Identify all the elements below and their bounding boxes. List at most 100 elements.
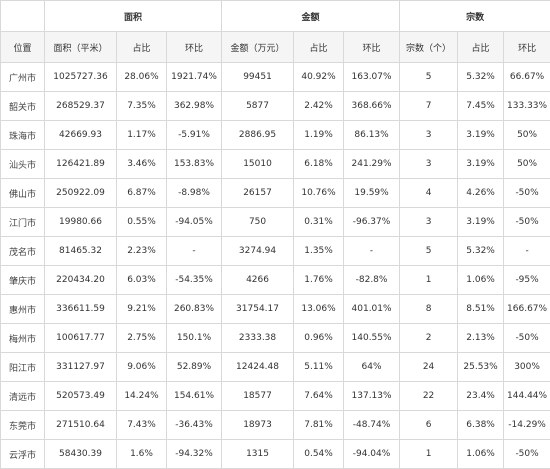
area-cell: 336611.59 xyxy=(45,295,117,324)
count-mom-cell: -14.29% xyxy=(504,411,550,440)
area-cell: 250922.09 xyxy=(45,179,117,208)
amount-cell: 15010 xyxy=(222,150,294,179)
count-cell: 3 xyxy=(400,121,458,150)
area-cell: 42669.93 xyxy=(45,121,117,150)
area-mom-cell: -94.32% xyxy=(167,440,222,469)
count-share-cell: 1.06% xyxy=(458,266,504,295)
amount-mom-cell: -82.8% xyxy=(344,266,400,295)
area-mom-cell: 154.61% xyxy=(167,382,222,411)
amount-cell: 2333.38 xyxy=(222,324,294,353)
count-share-cell: 2.13% xyxy=(458,324,504,353)
location-cell: 茂名市 xyxy=(1,237,45,266)
amount-mom-cell: 163.07% xyxy=(344,63,400,92)
area-mom-cell: - xyxy=(167,237,222,266)
amount-cell: 4266 xyxy=(222,266,294,295)
amount-mom-cell: 137.13% xyxy=(344,382,400,411)
location-cell: 珠海市 xyxy=(1,121,45,150)
count-mom-cell: 133.33% xyxy=(504,92,550,121)
location-cell: 佛山市 xyxy=(1,179,45,208)
area-cell: 271510.64 xyxy=(45,411,117,440)
amount-mom-cell: 401.01% xyxy=(344,295,400,324)
location-cell: 广州市 xyxy=(1,63,45,92)
location-cell: 云浮市 xyxy=(1,440,45,469)
amount-cell: 5877 xyxy=(222,92,294,121)
area-cell: 81465.32 xyxy=(45,237,117,266)
location-cell: 江门市 xyxy=(1,208,45,237)
count-share-cell: 25.53% xyxy=(458,353,504,382)
area-mom-cell: 362.98% xyxy=(167,92,222,121)
area-share-cell: 2.75% xyxy=(117,324,167,353)
area-share-cell: 2.23% xyxy=(117,237,167,266)
amount-cell: 18973 xyxy=(222,411,294,440)
count-mom-cell: 50% xyxy=(504,150,550,179)
group-header-amount: 金额 xyxy=(222,1,400,32)
count-mom-cell: -50% xyxy=(504,324,550,353)
count-share-cell: 5.32% xyxy=(458,237,504,266)
area-cell: 1025727.36 xyxy=(45,63,117,92)
count-mom-cell: -50% xyxy=(504,440,550,469)
count-cell: 3 xyxy=(400,208,458,237)
area-share-cell: 9.21% xyxy=(117,295,167,324)
group-header-blank xyxy=(1,1,45,32)
location-cell: 梅州市 xyxy=(1,324,45,353)
amount-mom-cell: 64% xyxy=(344,353,400,382)
count-cell: 2 xyxy=(400,324,458,353)
column-header-amount-share: 占比 xyxy=(294,32,344,63)
column-header-amount-mom: 环比 xyxy=(344,32,400,63)
amount-share-cell: 0.31% xyxy=(294,208,344,237)
amount-share-cell: 2.42% xyxy=(294,92,344,121)
count-cell: 24 xyxy=(400,353,458,382)
amount-cell: 31754.17 xyxy=(222,295,294,324)
column-header-count-share: 占比 xyxy=(458,32,504,63)
amount-share-cell: 6.18% xyxy=(294,150,344,179)
area-share-cell: 7.43% xyxy=(117,411,167,440)
group-header-row: 面积 金额 宗数 xyxy=(1,1,550,32)
count-share-cell: 23.4% xyxy=(458,382,504,411)
area-share-cell: 6.87% xyxy=(117,179,167,208)
amount-share-cell: 0.54% xyxy=(294,440,344,469)
count-mom-cell: 50% xyxy=(504,121,550,150)
amount-mom-cell: 86.13% xyxy=(344,121,400,150)
location-cell: 东莞市 xyxy=(1,411,45,440)
area-mom-cell: -5.91% xyxy=(167,121,222,150)
area-mom-cell: 153.83% xyxy=(167,150,222,179)
amount-mom-cell: - xyxy=(344,237,400,266)
count-share-cell: 5.32% xyxy=(458,63,504,92)
area-cell: 126421.89 xyxy=(45,150,117,179)
count-mom-cell: 144.44% xyxy=(504,382,550,411)
area-cell: 100617.77 xyxy=(45,324,117,353)
amount-cell: 12424.48 xyxy=(222,353,294,382)
amount-share-cell: 13.06% xyxy=(294,295,344,324)
group-header-count: 宗数 xyxy=(400,1,550,32)
count-cell: 4 xyxy=(400,179,458,208)
column-header-area: 面积（平米） xyxy=(45,32,117,63)
column-header-area-share: 占比 xyxy=(117,32,167,63)
amount-share-cell: 40.92% xyxy=(294,63,344,92)
amount-mom-cell: 241.29% xyxy=(344,150,400,179)
count-mom-cell: -50% xyxy=(504,208,550,237)
count-cell: 1 xyxy=(400,440,458,469)
amount-cell: 750 xyxy=(222,208,294,237)
count-mom-cell: 166.67% xyxy=(504,295,550,324)
area-share-cell: 14.24% xyxy=(117,382,167,411)
amount-cell: 2886.95 xyxy=(222,121,294,150)
column-header-area-mom: 环比 xyxy=(167,32,222,63)
location-cell: 汕头市 xyxy=(1,150,45,179)
area-share-cell: 1.6% xyxy=(117,440,167,469)
amount-cell: 3274.94 xyxy=(222,237,294,266)
count-share-cell: 1.06% xyxy=(458,440,504,469)
amount-share-cell: 0.96% xyxy=(294,324,344,353)
area-mom-cell: -8.98% xyxy=(167,179,222,208)
area-mom-cell: -94.05% xyxy=(167,208,222,237)
amount-mom-cell: 19.59% xyxy=(344,179,400,208)
area-mom-cell: 52.89% xyxy=(167,353,222,382)
